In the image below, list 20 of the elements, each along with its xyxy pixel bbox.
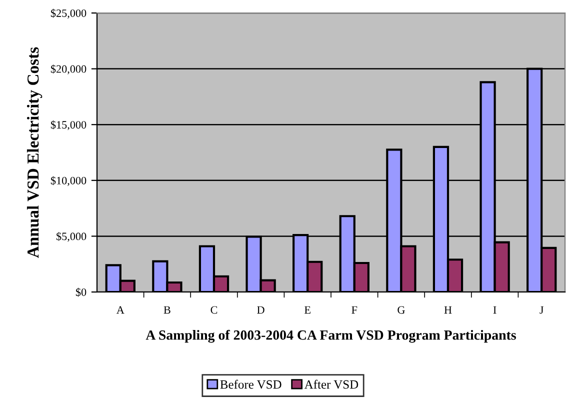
x-tick-label: D bbox=[257, 306, 264, 314]
x-tick-label: G bbox=[398, 306, 405, 314]
y-tick-label: $0 bbox=[76, 288, 86, 297]
x-tick-label: H bbox=[444, 306, 452, 314]
legend-label: After VSD bbox=[304, 380, 358, 389]
x-tick-label: I bbox=[493, 306, 496, 314]
x-axis-title: A Sampling of 2003-2004 CA Farm VSD Program Participants bbox=[146, 330, 516, 343]
y-tick-label: $15,000 bbox=[50, 120, 86, 130]
x-tick-label: A bbox=[116, 306, 124, 314]
x-tick-label: E bbox=[304, 306, 310, 314]
y-axis-title: Annual VSD Electricity Costs bbox=[26, 47, 42, 258]
y-tick-label: $10,000 bbox=[50, 176, 86, 186]
legend-label: Before VSD bbox=[220, 380, 282, 389]
x-tick-label: B bbox=[164, 306, 170, 314]
x-tick-label: F bbox=[352, 306, 358, 314]
x-tick-label: C bbox=[210, 306, 218, 314]
x-tick-label: J bbox=[540, 306, 544, 314]
y-tick-label: $5,000 bbox=[56, 232, 86, 242]
y-tick-label: $25,000 bbox=[50, 8, 86, 19]
y-tick-label: $20,000 bbox=[50, 64, 86, 74]
